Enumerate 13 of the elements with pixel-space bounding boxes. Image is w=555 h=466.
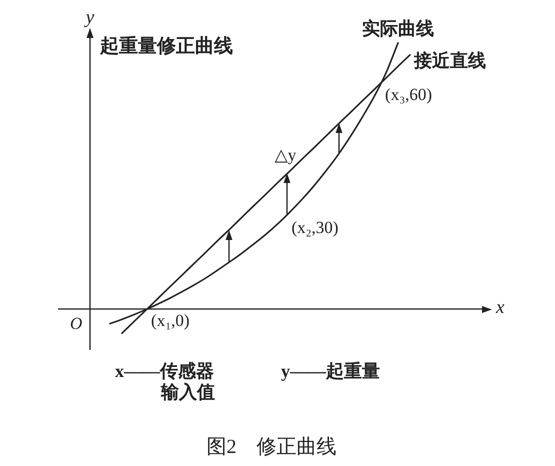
annotation: (x₂,30) [291,218,338,238]
annotation: △y [274,146,296,166]
x-axis-title: x [496,297,504,319]
text: y——起重量 [281,361,380,382]
y-axis-title: y [86,7,94,29]
annotation: (x₁,0) [151,311,190,331]
chart-title: 起重量修正曲线 [100,35,233,58]
series-label: 实际曲线 [362,18,434,40]
text: x——传感器输入值 [115,361,216,402]
annotation: (x₃,60) [385,84,432,104]
series-label: 接近直线 [414,50,486,72]
annotation: O [70,314,82,334]
caption: 图2 修正曲线 [206,436,336,459]
